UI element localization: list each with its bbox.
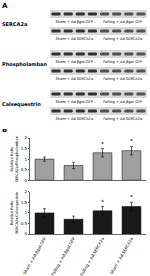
svg-text:Sham + Ad.βgal-GFP: Sham + Ad.βgal-GFP: [55, 60, 93, 64]
svg-text:Phospholamban: Phospholamban: [2, 61, 47, 68]
svg-text:1.5: 1.5: [21, 200, 28, 205]
html-text:B: B: [2, 128, 8, 136]
svg-text:Relative RatioSERCA2a/Calseque: Relative RatioSERCA2a/Calsequestrin: [10, 192, 19, 234]
svg-text:Sham + Ad.βgal-GFP: Sham + Ad.βgal-GFP: [55, 20, 93, 24]
svg-text:1: 1: [25, 210, 28, 215]
svg-text:Relative RatioSERCA2a/Phosphol: Relative RatioSERCA2a/Phospholamban: [10, 136, 19, 182]
svg-text:Calsequestrin: Calsequestrin: [2, 101, 41, 108]
svg-text:Sham + Ad.SERCA2a: Sham + Ad.SERCA2a: [55, 117, 93, 121]
svg-text:Sham + Ad.βgal-GFP: Sham + Ad.βgal-GFP: [55, 100, 93, 104]
svg-text:*: *: [130, 193, 133, 200]
svg-text:0: 0: [25, 178, 28, 183]
svg-text:*: *: [130, 137, 133, 144]
svg-text:A: A: [2, 2, 8, 10]
svg-text:Failing + Ad.βgal-GFP: Failing + Ad.βgal-GFP: [103, 20, 143, 24]
svg-text:Sham + Ad.SERCA2a: Sham + Ad.SERCA2a: [55, 77, 93, 81]
svg-text:*: *: [101, 140, 104, 147]
svg-text:Failing + Ad.βgal-GFP: Failing + Ad.βgal-GFP: [103, 60, 143, 64]
svg-text:SERCA2a: SERCA2a: [2, 21, 27, 27]
svg-text:Failing + Ad.SERCA2a: Failing + Ad.SERCA2a: [103, 37, 142, 41]
svg-text:Sham + Ad.SERCA2a: Sham + Ad.SERCA2a: [55, 37, 93, 41]
svg-text:0.5: 0.5: [21, 167, 28, 172]
svg-text:Failing + Ad.βgal-GFP: Failing + Ad.βgal-GFP: [50, 236, 76, 276]
svg-text:0.5: 0.5: [21, 221, 28, 226]
svg-text:Sham + Ad.SERCA2a: Sham + Ad.SERCA2a: [109, 236, 135, 275]
svg-text:Failing + Ad.SERCA2a: Failing + Ad.SERCA2a: [103, 117, 142, 121]
svg-text:Failing + Ad.SERCA2a: Failing + Ad.SERCA2a: [79, 236, 105, 276]
svg-text:1.5: 1.5: [21, 146, 28, 151]
svg-text:2: 2: [25, 189, 28, 194]
svg-text:Failing + Ad.βgal-GFP: Failing + Ad.βgal-GFP: [103, 100, 143, 104]
svg-text:*: *: [101, 198, 104, 205]
svg-text:1: 1: [25, 157, 28, 162]
svg-text:0: 0: [25, 231, 28, 236]
svg-text:2: 2: [25, 135, 28, 140]
svg-text:Sham + Ad.βgal-GFP: Sham + Ad.βgal-GFP: [22, 236, 48, 275]
svg-text:Failing + Ad.SERCA2a: Failing + Ad.SERCA2a: [103, 77, 142, 81]
